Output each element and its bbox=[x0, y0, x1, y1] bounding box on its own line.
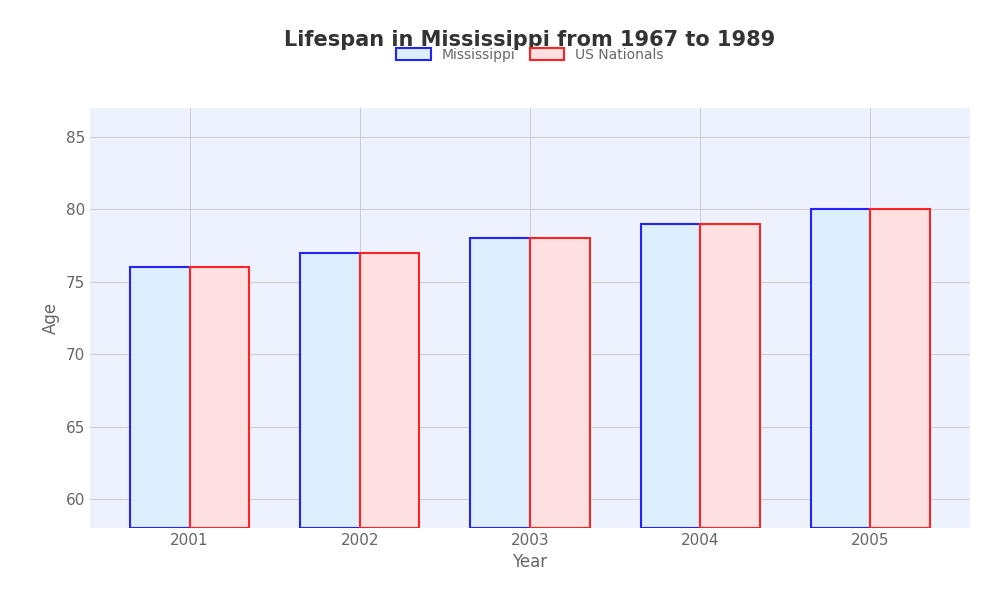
Bar bbox=[190, 268, 249, 528]
Bar bbox=[641, 224, 700, 528]
Y-axis label: Age: Age bbox=[42, 302, 60, 334]
Legend: Mississippi, US Nationals: Mississippi, US Nationals bbox=[396, 48, 664, 62]
Bar bbox=[870, 209, 930, 528]
Bar bbox=[811, 209, 870, 528]
Bar bbox=[470, 238, 530, 528]
Bar bbox=[700, 224, 760, 528]
Bar bbox=[530, 238, 590, 528]
X-axis label: Year: Year bbox=[512, 553, 548, 571]
Title: Lifespan in Mississippi from 1967 to 1989: Lifespan in Mississippi from 1967 to 198… bbox=[284, 29, 776, 49]
Bar bbox=[300, 253, 360, 528]
Bar bbox=[360, 253, 419, 528]
Bar bbox=[130, 268, 190, 528]
